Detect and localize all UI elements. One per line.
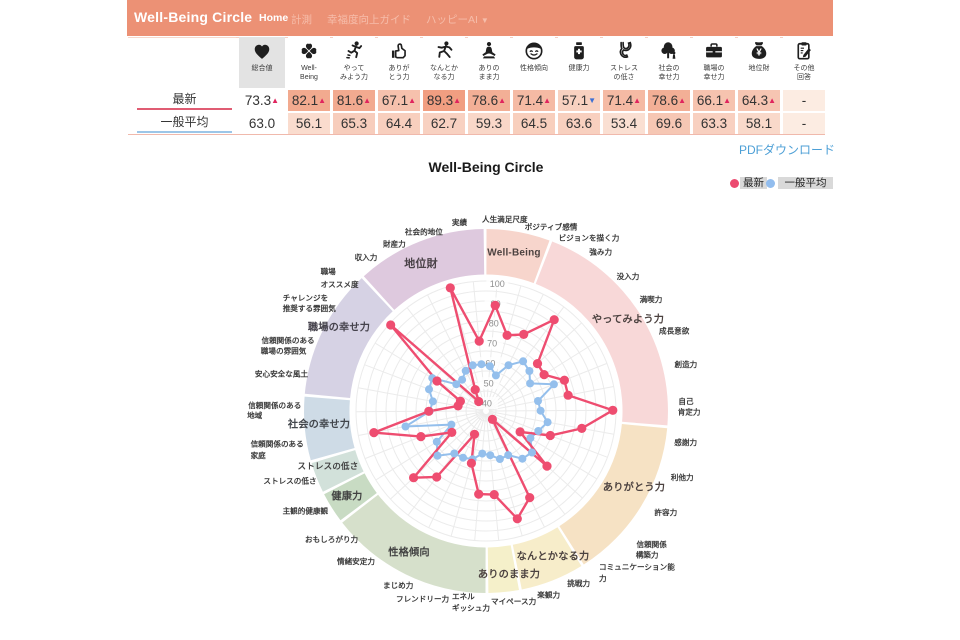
svg-text:家庭: 家庭 bbox=[251, 450, 267, 460]
svg-text:フレンドリー力: フレンドリー力 bbox=[396, 594, 450, 604]
svg-text:満喫力: 満喫力 bbox=[640, 294, 663, 304]
svg-text:ビジョンを描く力: ビジョンを描く力 bbox=[559, 232, 620, 242]
svg-text:健康力: 健康力 bbox=[331, 490, 362, 503]
svg-text:職場の幸せ力: 職場の幸せ力 bbox=[308, 321, 370, 334]
svg-text:力: 力 bbox=[599, 573, 607, 583]
svg-text:実績: 実績 bbox=[452, 217, 468, 227]
svg-text:性格傾向: 性格傾向 bbox=[388, 546, 430, 559]
svg-text:80: 80 bbox=[489, 319, 499, 329]
svg-text:職場: 職場 bbox=[321, 266, 337, 276]
svg-text:強み力: 強み力 bbox=[589, 247, 612, 257]
svg-text:信頼関係のある: 信頼関係のある bbox=[262, 335, 315, 345]
svg-text:エネル: エネル bbox=[452, 592, 475, 601]
svg-text:やってみよう力: やってみよう力 bbox=[592, 313, 664, 326]
svg-text:財産力: 財産力 bbox=[382, 239, 406, 249]
svg-text:信頼関係のある: 信頼関係のある bbox=[251, 439, 304, 449]
svg-text:推奨する雰囲気: 推奨する雰囲気 bbox=[283, 303, 337, 313]
svg-text:ストレスの低さ: ストレスの低さ bbox=[298, 461, 359, 471]
svg-text:許容力: 許容力 bbox=[654, 507, 677, 517]
svg-text:まじめ力: まじめ力 bbox=[383, 580, 414, 590]
svg-text:100: 100 bbox=[490, 279, 505, 289]
svg-text:情緒安定力: 情緒安定力 bbox=[337, 556, 375, 566]
svg-text:主観的健康観: 主観的健康観 bbox=[283, 505, 329, 515]
svg-text:社会的地位: 社会的地位 bbox=[404, 227, 443, 237]
svg-text:ポジティブ感情: ポジティブ感情 bbox=[525, 221, 578, 231]
svg-text:人生満足尺度: 人生満足尺度 bbox=[481, 214, 528, 224]
svg-text:地位財: 地位財 bbox=[404, 256, 438, 270]
svg-text:挑戦力: 挑戦力 bbox=[567, 578, 590, 588]
svg-text:コミュニケーション能: コミュニケーション能 bbox=[599, 561, 675, 571]
svg-text:社会の幸せ力: 社会の幸せ力 bbox=[287, 418, 350, 431]
svg-text:マイペース力: マイペース力 bbox=[491, 596, 537, 606]
svg-text:収入力: 収入力 bbox=[355, 252, 378, 262]
svg-text:ありがとう力: ありがとう力 bbox=[603, 481, 665, 494]
svg-text:Well-Being: Well-Being bbox=[487, 248, 540, 259]
svg-text:¥: ¥ bbox=[756, 47, 762, 58]
svg-text:おもしろがり力: おもしろがり力 bbox=[305, 534, 359, 544]
svg-text:成長意欲: 成長意欲 bbox=[659, 325, 690, 335]
svg-text:ストレスの低さ: ストレスの低さ bbox=[263, 475, 316, 485]
svg-text:40: 40 bbox=[482, 398, 492, 408]
svg-text:ありのまま力: ありのまま力 bbox=[478, 568, 540, 581]
svg-text:肯定力: 肯定力 bbox=[678, 406, 701, 416]
svg-text:ギッシュ力: ギッシュ力 bbox=[452, 603, 490, 613]
svg-text:地域: 地域 bbox=[247, 410, 263, 420]
svg-text:構築力: 構築力 bbox=[636, 549, 659, 559]
svg-text:なんとかなる力: なんとかなる力 bbox=[517, 550, 590, 563]
svg-text:没入力: 没入力 bbox=[617, 271, 640, 281]
svg-text:オススメ度: オススメ度 bbox=[321, 279, 359, 289]
svg-text:安心安全な風土: 安心安全な風土 bbox=[255, 369, 309, 379]
svg-text:信頼関係のある: 信頼関係のある bbox=[248, 400, 301, 410]
svg-text:楽観力: 楽観力 bbox=[536, 589, 560, 599]
svg-text:職場の雰囲気: 職場の雰囲気 bbox=[261, 345, 307, 355]
svg-text:チャレンジを: チャレンジを bbox=[283, 293, 329, 302]
svg-text:利他力: 利他力 bbox=[671, 472, 694, 482]
svg-text:信頼関係: 信頼関係 bbox=[637, 539, 668, 549]
svg-text:50: 50 bbox=[484, 379, 494, 389]
svg-text:創造力: 創造力 bbox=[674, 359, 698, 369]
svg-text:70: 70 bbox=[487, 339, 497, 349]
svg-text:感謝力: 感謝力 bbox=[674, 437, 697, 447]
svg-text:自己: 自己 bbox=[678, 396, 694, 406]
